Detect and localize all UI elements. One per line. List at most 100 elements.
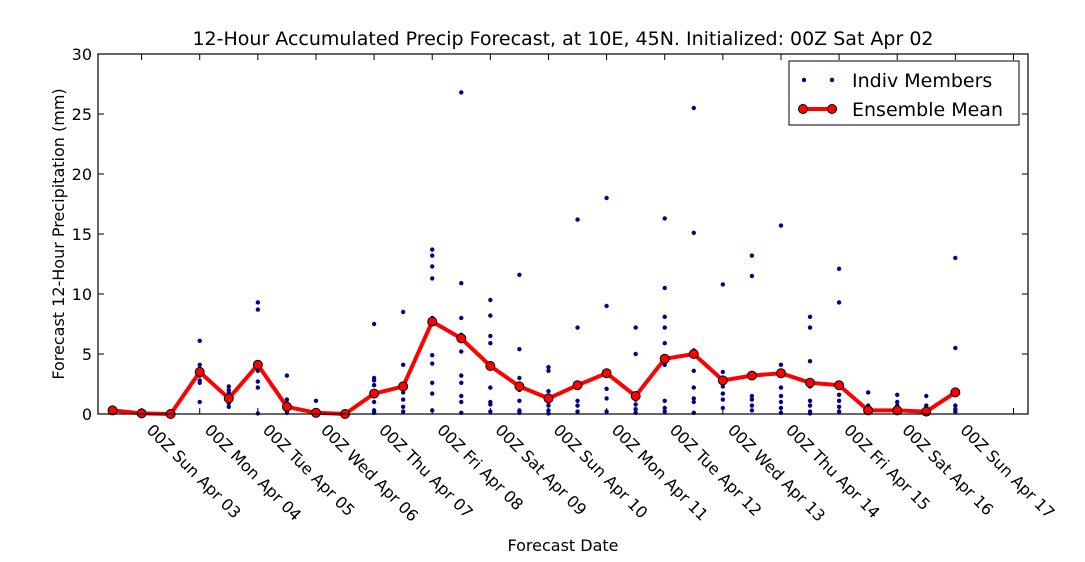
member-point-59 <box>430 264 435 269</box>
member-point-162 <box>807 398 813 403</box>
member-point-56 <box>400 409 406 414</box>
member-point-24 <box>255 300 261 305</box>
member-point-60 <box>430 276 435 281</box>
member-point-10 <box>197 362 202 367</box>
member-point-132 <box>691 385 696 390</box>
member-point-186 <box>953 255 958 261</box>
member-point-153 <box>778 385 784 390</box>
plot-frame <box>97 53 1029 415</box>
member-point-71 <box>459 349 464 354</box>
member-point-111 <box>604 409 609 414</box>
member-point-55 <box>400 404 406 409</box>
member-point-106 <box>604 195 609 201</box>
ensemble-mean-point-17 <box>601 368 612 379</box>
ensemble-mean-point-13 <box>485 361 496 371</box>
member-point-112 <box>633 325 638 330</box>
ensemble-mean-point-12 <box>456 333 467 344</box>
member-point-42 <box>371 321 377 327</box>
member-point-121 <box>662 314 667 319</box>
y-tick-label-2: 10 <box>72 285 92 304</box>
member-point-167 <box>836 300 842 305</box>
member-point-64 <box>430 380 435 385</box>
member-point-116 <box>633 402 638 407</box>
member-point-134 <box>691 399 696 405</box>
member-point-44 <box>371 378 377 383</box>
x-axis-label: Forecast Date <box>507 536 618 555</box>
member-point-15 <box>197 399 202 405</box>
member-point-187 <box>953 345 958 351</box>
member-point-107 <box>604 303 609 309</box>
member-point-139 <box>720 384 726 389</box>
member-point-169 <box>836 392 842 397</box>
member-point-109 <box>604 386 609 391</box>
member-point-128 <box>691 105 696 111</box>
member-point-78 <box>488 313 493 318</box>
member-point-99 <box>546 411 551 416</box>
member-point-160 <box>807 359 813 364</box>
legend-mean-marker-2 <box>827 104 837 114</box>
member-point-120 <box>662 285 667 291</box>
member-point-172 <box>836 409 842 414</box>
ensemble-mean-point-23 <box>775 368 786 379</box>
legend-mean-label: Ensemble Mean <box>852 99 1003 121</box>
member-point-100 <box>575 217 580 222</box>
ensemble-mean-point-22 <box>746 370 757 381</box>
member-point-171 <box>836 404 842 409</box>
member-point-140 <box>720 391 726 396</box>
ensemble-mean-point-18 <box>630 391 641 401</box>
member-point-65 <box>430 391 435 396</box>
y-tick-label-0: 0 <box>82 405 92 424</box>
member-point-119 <box>662 216 667 221</box>
member-point-151 <box>778 362 784 367</box>
member-point-183 <box>924 403 929 408</box>
member-point-133 <box>691 396 696 401</box>
member-point-32 <box>284 397 290 402</box>
member-point-113 <box>633 351 638 357</box>
member-point-23 <box>226 390 231 395</box>
y-tick-label-5: 25 <box>72 105 92 124</box>
member-point-156 <box>778 405 784 411</box>
member-point-129 <box>691 230 696 235</box>
member-point-146 <box>749 393 755 399</box>
member-point-45 <box>371 383 377 388</box>
legend-mean-marker-1 <box>798 104 808 114</box>
member-point-137 <box>720 369 726 375</box>
member-point-97 <box>546 403 551 408</box>
member-point-63 <box>430 361 435 366</box>
member-point-75 <box>459 399 464 405</box>
member-point-25 <box>255 307 261 312</box>
member-point-14 <box>197 380 202 385</box>
member-point-37 <box>313 398 319 403</box>
member-point-72 <box>459 373 464 378</box>
ensemble-mean-point-15 <box>543 393 554 404</box>
member-point-28 <box>255 379 261 384</box>
member-point-73 <box>459 380 464 385</box>
member-point-29 <box>255 385 261 390</box>
legend-box <box>788 60 1020 126</box>
ensemble-mean-point-14 <box>514 381 525 392</box>
member-point-178 <box>895 399 900 405</box>
y-axis-label: Forecast 12-Hour Precipitation (mm) <box>49 88 68 379</box>
ensemble-mean-point-3 <box>194 367 205 377</box>
member-point-126 <box>662 405 667 411</box>
member-point-150 <box>778 223 784 228</box>
member-point-88 <box>517 375 522 381</box>
member-point-22 <box>226 404 231 409</box>
member-point-51 <box>400 362 406 367</box>
member-point-166 <box>836 266 842 271</box>
member-point-149 <box>749 408 755 413</box>
member-point-158 <box>807 314 813 319</box>
member-point-104 <box>575 403 580 408</box>
legend-members-label: Indiv Members <box>852 70 992 92</box>
ensemble-mean-point-7 <box>310 407 321 418</box>
ensemble-mean-point-25 <box>834 380 845 391</box>
member-point-136 <box>720 282 726 287</box>
ensemble-mean-point-0 <box>107 405 118 416</box>
member-point-66 <box>430 408 435 413</box>
member-point-50 <box>400 309 406 315</box>
member-point-127 <box>662 409 667 414</box>
member-point-79 <box>488 333 493 339</box>
member-point-103 <box>575 398 580 403</box>
member-point-90 <box>517 398 522 403</box>
